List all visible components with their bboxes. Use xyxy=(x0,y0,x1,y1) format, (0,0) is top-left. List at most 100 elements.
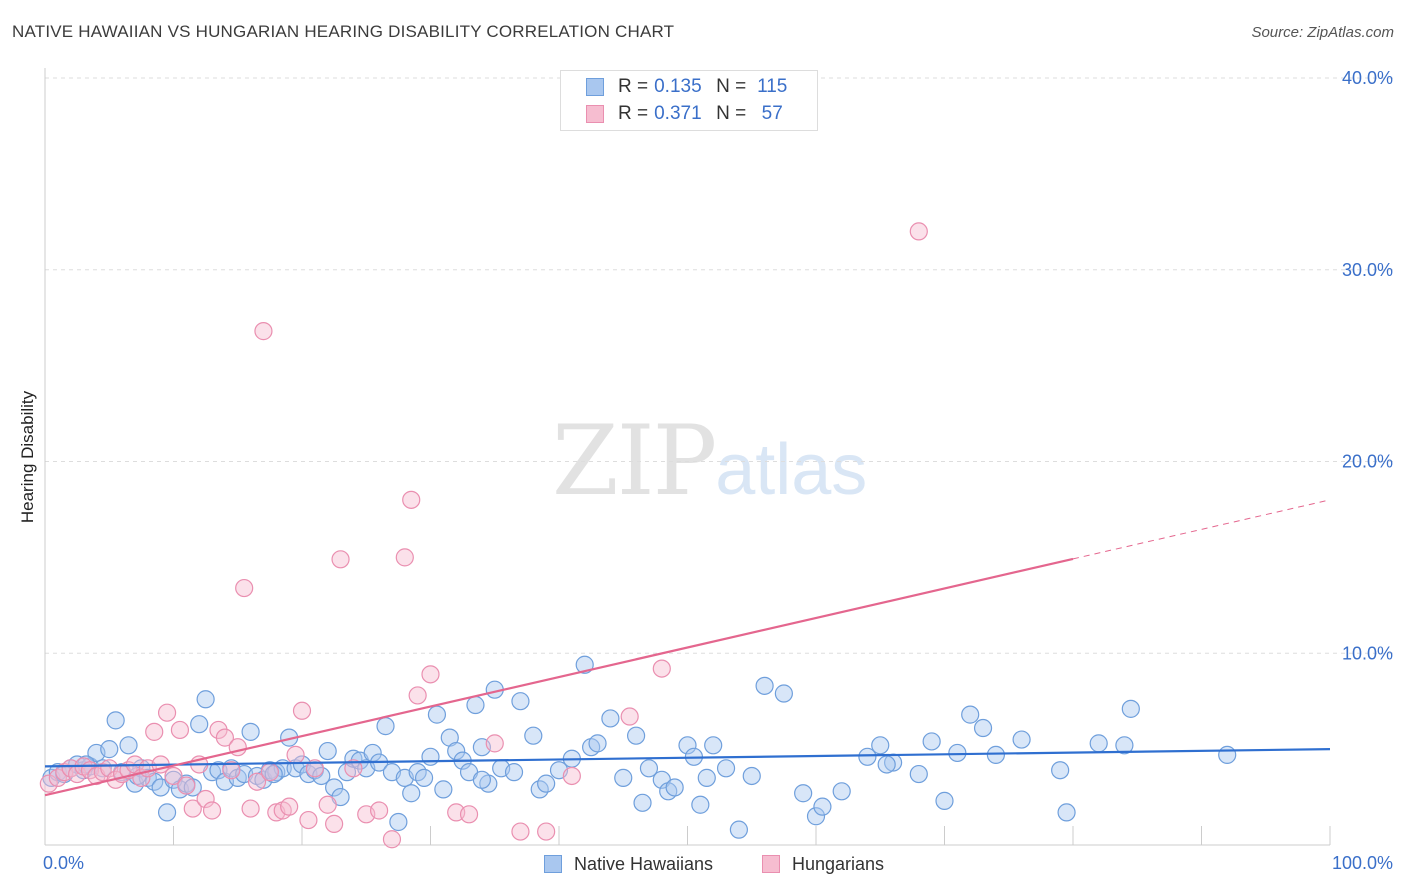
native-hawaiians-point xyxy=(832,782,851,801)
hungarians-point xyxy=(331,550,350,569)
native-hawaiians-point xyxy=(427,705,447,724)
native-hawaiians-point xyxy=(241,722,260,741)
legend-item-hungarians: Hungarians xyxy=(762,852,884,876)
watermark: ZIPatlas xyxy=(552,405,867,517)
native-hawaiians-point xyxy=(742,766,761,786)
hungarians-point xyxy=(382,830,402,849)
x-tick-label: 0.0% xyxy=(43,853,84,873)
hungarians-point xyxy=(39,774,58,793)
native-hawaiians-point xyxy=(472,770,491,789)
trend-lines xyxy=(44,499,1331,797)
native-hawaiians-point xyxy=(1057,803,1076,822)
native-hawaiians-point xyxy=(1218,745,1237,764)
native-hawaiians-point xyxy=(935,791,954,810)
hungarians-point xyxy=(511,822,530,841)
native-hawaiians-point xyxy=(402,784,421,803)
native-hawaiians-point xyxy=(575,655,594,674)
native-hawaiians-point xyxy=(626,726,646,745)
y-tick-label: 40.0% xyxy=(1342,68,1393,88)
native-hawaiians-point xyxy=(447,741,466,761)
hungarians-point xyxy=(247,772,267,791)
hungarians-point xyxy=(325,814,344,834)
native-hawaiians-point xyxy=(376,717,395,736)
native-hawaiians-point xyxy=(588,734,607,753)
native-hawaiians-point xyxy=(614,768,633,787)
native-hawaiians-point xyxy=(1115,736,1134,755)
hungarians-point xyxy=(344,759,363,778)
hungarians-point xyxy=(652,659,671,678)
native-hawaiians-point xyxy=(504,763,524,782)
native-hawaiians-point xyxy=(665,778,684,797)
native-hawaiians-point xyxy=(871,736,890,755)
native-hawaiians-point xyxy=(466,695,485,715)
r-label: R = xyxy=(618,103,649,124)
trend-line-solid-1 xyxy=(44,557,1074,797)
hungarians-point xyxy=(202,801,222,820)
native-hawaiians-point xyxy=(1121,699,1140,718)
hungarians-point xyxy=(395,548,414,567)
hungarians-point xyxy=(286,745,305,764)
hungarians-point xyxy=(562,766,581,786)
native-hawaiians-point xyxy=(704,736,723,755)
trend-line-0 xyxy=(44,748,1331,768)
hungarians-point xyxy=(260,763,279,782)
trend-line-dashed-1 xyxy=(1072,499,1331,560)
y-tick-label: 30.0% xyxy=(1342,260,1393,280)
native-hawaiians-point xyxy=(414,768,434,787)
legend-item-native-hawaiians: Native Hawaiians xyxy=(544,852,713,876)
native-hawaiians-point xyxy=(434,780,453,799)
native-hawaiians-point xyxy=(1051,761,1070,780)
hungarians-point xyxy=(485,734,504,753)
watermark-atlas: atlas xyxy=(715,430,868,510)
native-hawaiians-point xyxy=(697,768,716,787)
hungarians-swatch xyxy=(586,105,604,123)
hungarians-point xyxy=(318,795,337,814)
native-hawaiians-point xyxy=(716,759,736,778)
hungarians-point xyxy=(909,222,928,241)
native-hawaiians-point xyxy=(106,711,125,730)
hungarians-point xyxy=(370,801,389,820)
r-value: 0.371 xyxy=(654,103,702,124)
hungarians-point xyxy=(305,759,324,778)
watermark-zip: ZIP xyxy=(552,405,717,517)
y-tick-label: 20.0% xyxy=(1342,452,1393,472)
native-hawaiians-point xyxy=(100,740,119,759)
gridlines xyxy=(45,77,1395,654)
stats-legend: R = 0.135 N = 115 R = 0.371 N = 57 xyxy=(560,70,818,131)
hungarians-point xyxy=(215,728,234,747)
native-hawaiians-point xyxy=(755,676,774,695)
native-hawaiians-point xyxy=(421,747,440,766)
native-hawaiians-point xyxy=(524,726,543,745)
native-hawaiians-point xyxy=(639,759,659,778)
hungarians-point xyxy=(170,720,190,740)
native-hawaiians-swatch xyxy=(586,78,604,96)
hungarians-point xyxy=(620,707,639,726)
native-hawaiians-point xyxy=(157,803,177,822)
hungarians-point xyxy=(235,578,254,598)
native-hawaiians-point xyxy=(691,795,710,814)
source-label: Source: ZipAtlas.com xyxy=(1251,24,1394,41)
r-value: 0.135 xyxy=(654,76,702,97)
hungarians-point xyxy=(183,799,202,818)
native-hawaiians-point xyxy=(511,692,530,711)
native-hawaiians-point xyxy=(183,778,202,797)
native-hawaiians-point xyxy=(922,732,941,751)
native-hawaiians-point xyxy=(1089,734,1108,753)
hungarians-point xyxy=(421,665,440,684)
native-hawaiians-point xyxy=(729,820,749,839)
native-hawaiians-point xyxy=(806,807,826,826)
native-hawaiians-point xyxy=(537,774,556,793)
native-hawaiians-point xyxy=(633,793,652,812)
native-hawaiians-point xyxy=(794,784,813,803)
n-label: N = xyxy=(716,103,747,124)
native-hawaiians-legend-swatch xyxy=(544,855,562,873)
native-hawaiians-points xyxy=(42,655,1237,839)
axes xyxy=(44,68,1331,846)
hungarians-point xyxy=(292,701,312,720)
stats-row-hungarians: R = 0.371 N = 57 xyxy=(586,102,792,126)
native-hawaiians-point xyxy=(325,778,344,797)
native-hawaiians-point xyxy=(986,745,1006,764)
n-value: 57 xyxy=(761,103,783,124)
hungarians-point xyxy=(299,810,318,830)
